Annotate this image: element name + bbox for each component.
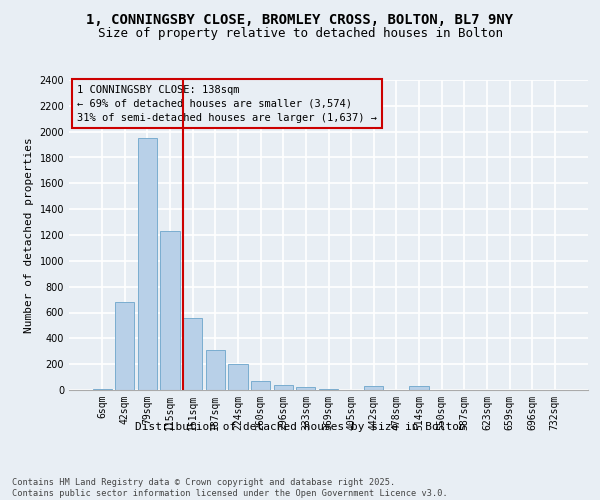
Bar [183, 318, 202, 390]
Bar [409, 386, 428, 390]
Y-axis label: Number of detached properties: Number of detached properties [24, 137, 34, 333]
Bar [274, 385, 293, 390]
Bar [206, 350, 225, 390]
Text: 1 CONNINGSBY CLOSE: 138sqm
← 69% of detached houses are smaller (3,574)
31% of s: 1 CONNINGSBY CLOSE: 138sqm ← 69% of deta… [77, 84, 377, 122]
Bar [229, 364, 248, 390]
Bar [251, 381, 270, 390]
Text: Contains HM Land Registry data © Crown copyright and database right 2025.
Contai: Contains HM Land Registry data © Crown c… [12, 478, 448, 498]
Bar [92, 388, 112, 390]
Text: 1, CONNINGSBY CLOSE, BROMLEY CROSS, BOLTON, BL7 9NY: 1, CONNINGSBY CLOSE, BROMLEY CROSS, BOLT… [86, 12, 514, 26]
Bar [296, 388, 316, 390]
Text: Distribution of detached houses by size in Bolton: Distribution of detached houses by size … [134, 422, 466, 432]
Bar [160, 231, 180, 390]
Bar [138, 138, 157, 390]
Text: Size of property relative to detached houses in Bolton: Size of property relative to detached ho… [97, 28, 503, 40]
Bar [319, 388, 338, 390]
Bar [115, 302, 134, 390]
Bar [364, 386, 383, 390]
